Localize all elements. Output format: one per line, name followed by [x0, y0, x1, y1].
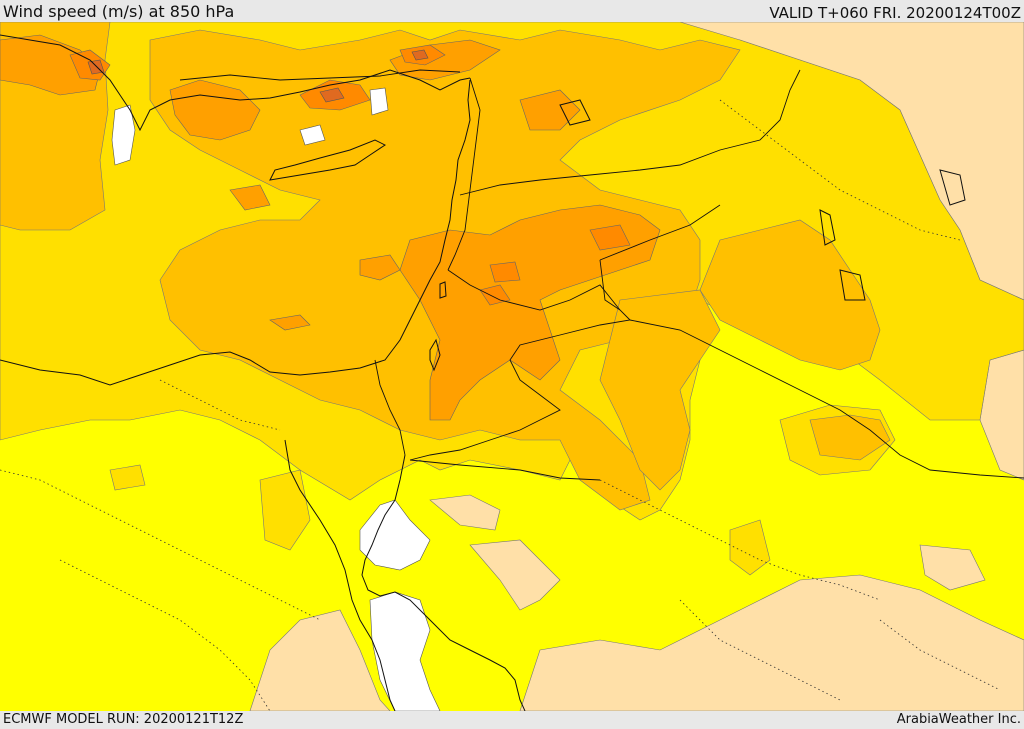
credit-label: ArabiaWeather Inc. — [896, 712, 1021, 727]
very-strong-wind-regions — [0, 34, 661, 421]
valid-time: VALID T+060 FRI. 20200124T00Z — [769, 4, 1021, 22]
wind-speed-map — [0, 22, 1024, 711]
calm-wind-regions — [111, 87, 441, 711]
weather-map — [0, 22, 1024, 711]
country-borders — [179, 69, 1024, 481]
coastlines — [0, 34, 966, 711]
internal-borders — [0, 99, 1001, 711]
map-title: Wind speed (m/s) at 850 hPa — [3, 2, 235, 21]
header-bar: Wind speed (m/s) at 850 hPa VALID T+060 … — [0, 0, 1024, 22]
model-run-label: ECMWF MODEL RUN: 20200121T12Z — [3, 712, 244, 727]
footer-bar: ECMWF MODEL RUN: 20200121T12Z ArabiaWeat… — [0, 711, 1024, 729]
